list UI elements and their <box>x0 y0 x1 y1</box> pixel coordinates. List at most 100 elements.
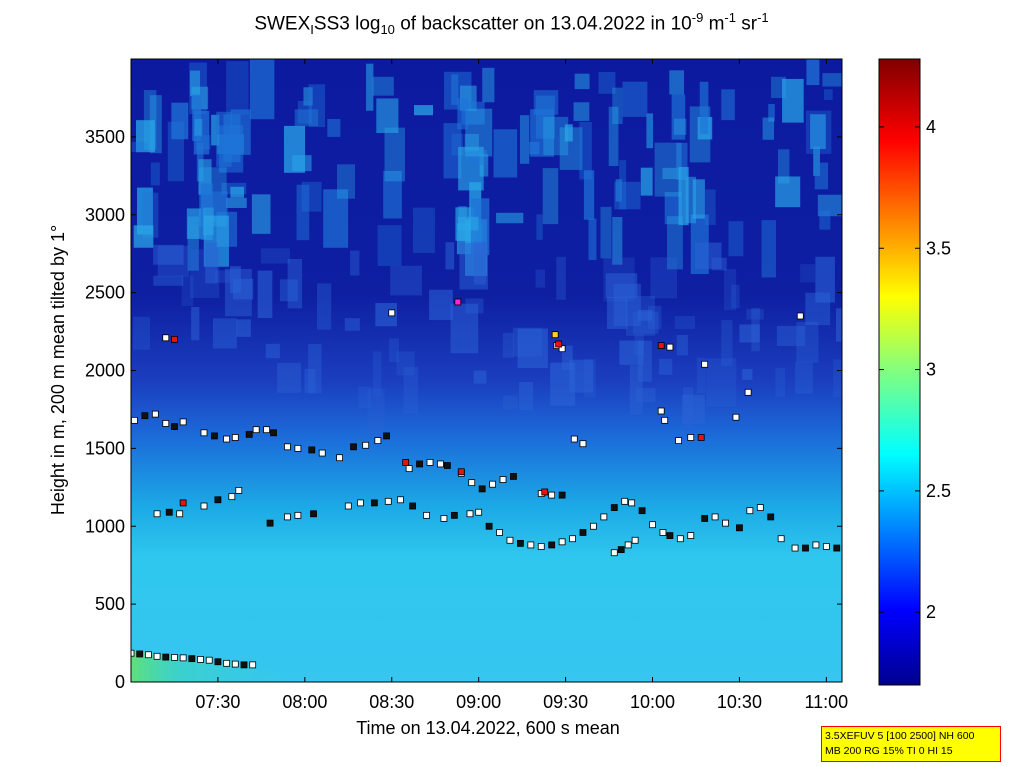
texture-patch <box>445 242 455 270</box>
marker-point <box>638 507 646 515</box>
texture-patch <box>308 343 322 394</box>
texture-patch <box>696 357 706 394</box>
marker-point <box>558 491 566 499</box>
marker-point <box>440 515 448 522</box>
marker-point <box>791 544 799 552</box>
marker-point <box>617 546 625 554</box>
chart-title: SWEXISS3 log10 of backscatter on 13.04.2… <box>254 10 769 38</box>
texture-patch <box>556 256 566 300</box>
texture-patch <box>358 386 371 408</box>
info-line-2: MB 200 RG 15% TI 0 HI 15 <box>825 745 953 757</box>
marker-point <box>548 541 556 549</box>
texture-patch <box>543 116 569 156</box>
texture-patch <box>443 123 462 179</box>
texture-patch <box>619 160 627 210</box>
texture-patch <box>676 334 688 356</box>
marker-point <box>179 499 187 507</box>
texture-patch <box>412 207 435 253</box>
texture-patch <box>676 142 688 180</box>
marker-point <box>249 661 257 669</box>
texture-patch <box>562 345 573 370</box>
texture-patch <box>459 243 488 290</box>
marker-point <box>736 524 743 532</box>
marker-point <box>558 538 566 546</box>
texture-patch <box>181 275 194 306</box>
marker-point <box>223 435 231 443</box>
marker-point <box>409 502 417 510</box>
texture-patch <box>277 362 301 393</box>
marker-point <box>812 541 820 549</box>
texture-patch <box>694 242 722 269</box>
texture-patch <box>230 186 244 198</box>
marker-point <box>245 430 253 438</box>
texture-patch <box>502 332 514 358</box>
marker-point <box>231 660 239 668</box>
texture-patch <box>388 338 400 363</box>
marker-point <box>266 519 274 527</box>
texture-patch <box>153 275 184 286</box>
texture-patch <box>304 368 316 393</box>
colorbar-tick-label: 2.5 <box>926 481 951 501</box>
texture-patch <box>367 388 385 437</box>
texture-patch <box>742 369 753 380</box>
marker-point <box>649 521 656 529</box>
x-tick-label: 08:00 <box>282 692 327 712</box>
texture-patch <box>465 108 493 157</box>
texture-patch <box>519 382 534 411</box>
colorbar-tick-label: 3 <box>926 360 936 380</box>
marker-point <box>179 418 187 426</box>
marker-point <box>661 416 669 424</box>
marker-point <box>767 513 775 521</box>
marker-point <box>541 488 549 496</box>
texture-patch <box>810 114 826 150</box>
marker-point <box>176 510 184 518</box>
marker-point <box>833 544 841 552</box>
texture-patch <box>683 387 694 430</box>
marker-point <box>555 340 563 348</box>
marker-point <box>527 541 535 549</box>
texture-patch <box>598 72 616 94</box>
marker-point <box>384 497 392 505</box>
texture-patch <box>366 63 374 111</box>
marker-point <box>214 658 222 666</box>
texture-patch <box>669 70 685 95</box>
marker-point <box>252 426 260 434</box>
marker-point <box>466 510 474 518</box>
marker-point <box>822 543 830 550</box>
texture-patch <box>704 189 716 225</box>
marker-point <box>443 462 451 469</box>
texture-patch <box>637 309 653 321</box>
marker-point <box>510 473 517 480</box>
texture-patch <box>819 210 831 230</box>
texture-patch <box>225 197 247 208</box>
texture-patch <box>800 264 816 283</box>
texture-patch <box>377 225 402 266</box>
texture-patch <box>711 257 727 271</box>
texture-patch <box>536 214 543 240</box>
y-tick-label: 2000 <box>85 361 125 381</box>
colorbar: 2 2.5 3 3.5 4 <box>878 58 951 686</box>
texture-patch <box>662 167 681 180</box>
texture-patch <box>640 167 653 196</box>
texture-patch <box>724 269 737 311</box>
marker-point <box>802 544 809 552</box>
texture-patch <box>775 176 801 208</box>
marker-point <box>610 504 618 511</box>
texture-patch <box>189 70 201 96</box>
marker-point <box>141 412 149 420</box>
marker-point <box>624 541 632 549</box>
texture-patch <box>279 279 298 302</box>
marker-point <box>362 441 370 449</box>
texture-patch <box>612 216 623 265</box>
marker-point <box>200 429 208 437</box>
texture-patch <box>265 343 280 359</box>
texture-patch <box>316 283 332 330</box>
texture-patch <box>606 296 628 330</box>
texture-patch <box>603 257 635 302</box>
colorbar-scale <box>879 59 920 685</box>
marker-point <box>732 413 740 421</box>
marker-point <box>426 458 434 466</box>
marker-point <box>621 497 629 505</box>
marker-point <box>374 437 382 444</box>
texture-patch <box>376 98 399 134</box>
